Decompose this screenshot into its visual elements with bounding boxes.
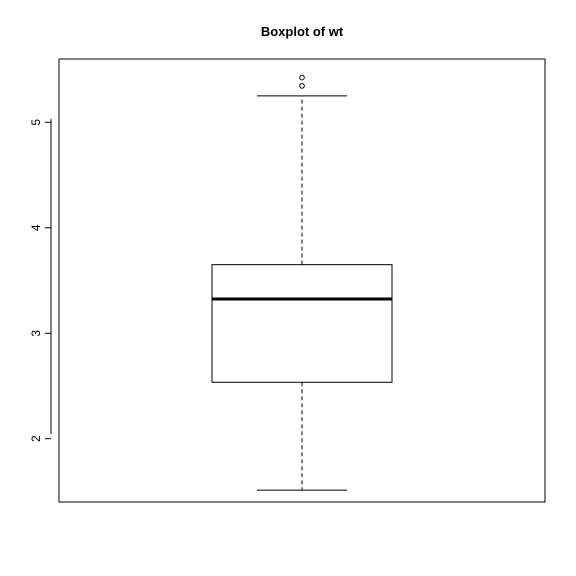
chart-title: Boxplot of wt (261, 24, 344, 39)
iqr-box (211, 264, 393, 383)
box-group (211, 74, 393, 491)
outlier-point-1 (299, 83, 305, 89)
plot-frame (58, 58, 546, 503)
y-tick-label-4: 4 (29, 224, 43, 231)
y-tick-label-5: 5 (29, 119, 43, 126)
y-tick-label-2: 2 (29, 435, 43, 442)
y-tick-label-3: 3 (29, 330, 43, 337)
outlier-point-2 (299, 74, 305, 81)
y-axis: 2 3 4 5 (29, 119, 51, 442)
